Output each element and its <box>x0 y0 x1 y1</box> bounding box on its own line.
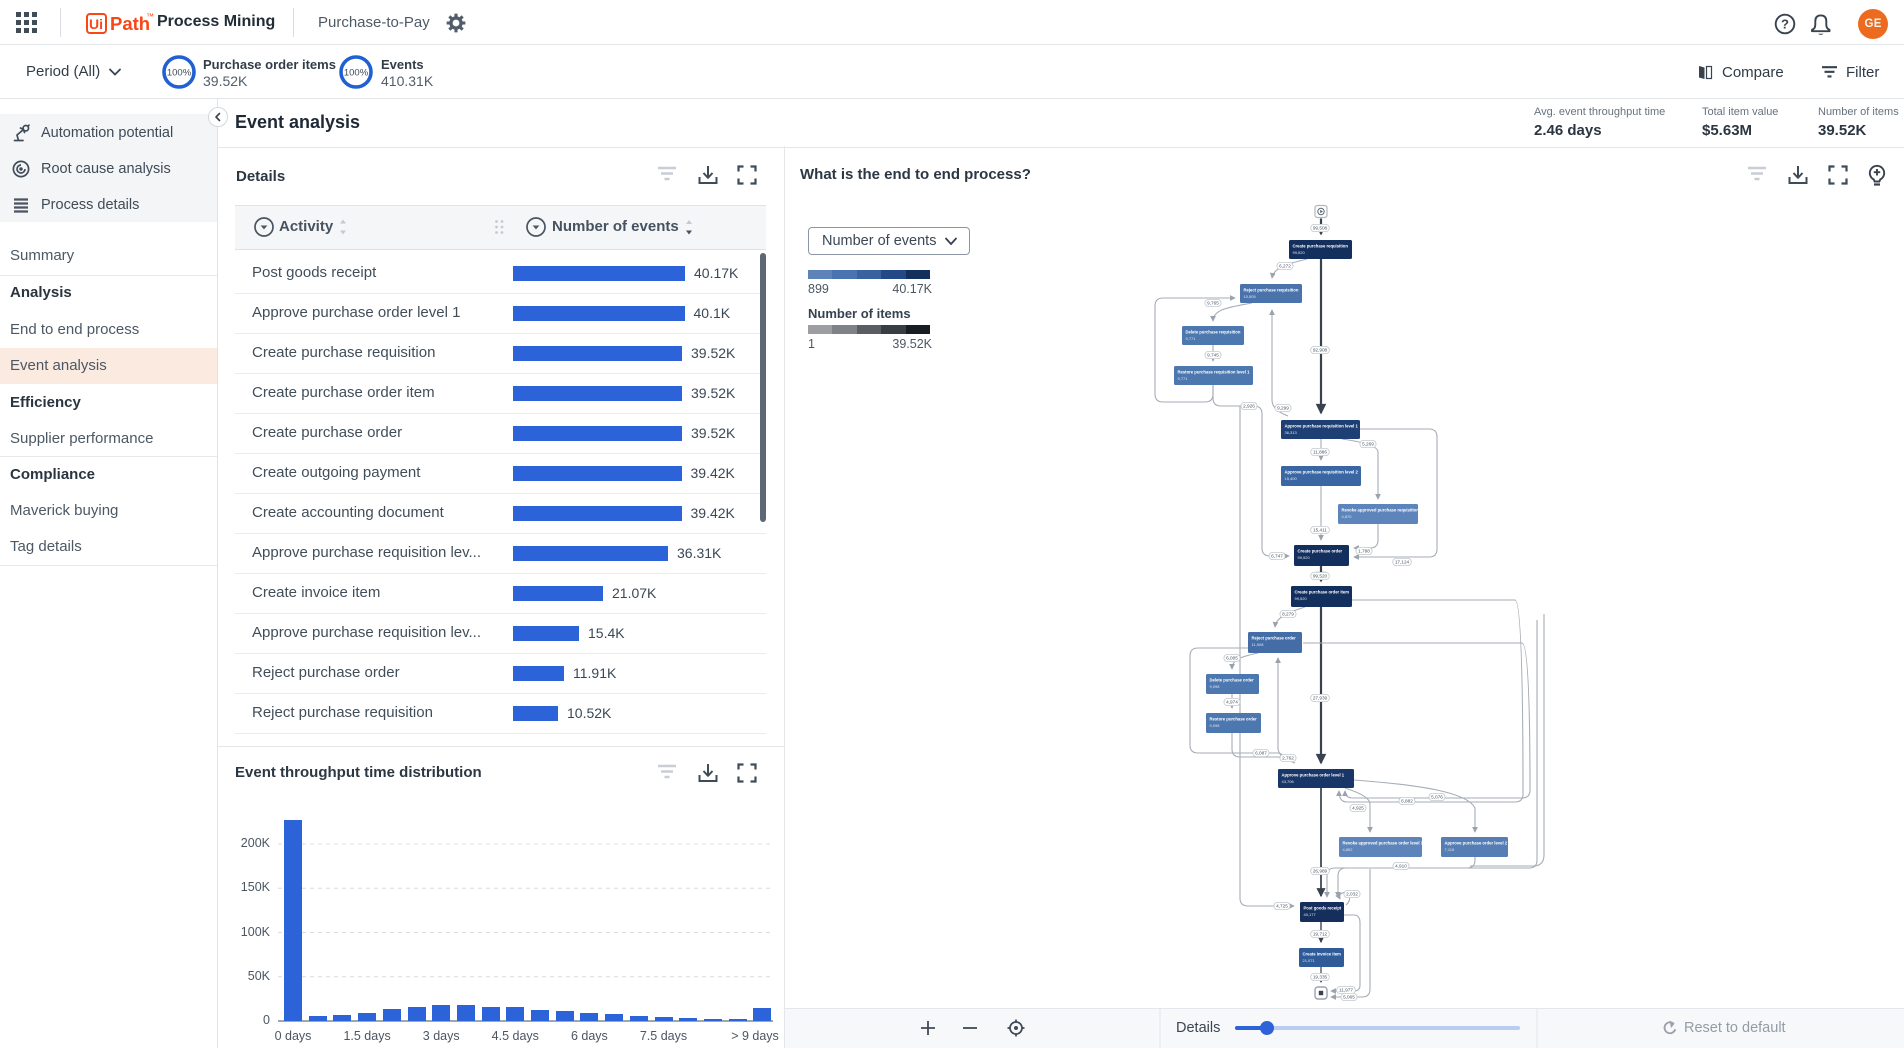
svg-text:9,098: 9,098 <box>1210 723 1221 728</box>
svg-text:99,520: 99,520 <box>1298 555 1311 560</box>
svg-text:26,989: 26,989 <box>1313 869 1328 874</box>
svg-text:8,279: 8,279 <box>1282 612 1294 617</box>
svg-text:19,712: 19,712 <box>1313 932 1328 937</box>
svg-text:Delete purchase order: Delete purchase order <box>1210 678 1255 683</box>
svg-text:6,087: 6,087 <box>1255 751 1267 756</box>
svg-text:6,272: 6,272 <box>1279 264 1291 269</box>
svg-text:6,882: 6,882 <box>1401 799 1413 804</box>
svg-text:Restore purchase requisition l: Restore purchase requisition level 1 <box>1178 370 1251 375</box>
svg-text:2,032: 2,032 <box>1346 892 1358 897</box>
svg-text:6,747: 6,747 <box>1271 554 1283 559</box>
svg-text:92,908: 92,908 <box>1313 348 1328 353</box>
svg-text:99,520: 99,520 <box>1293 250 1306 255</box>
svg-text:Create purchase requisition: Create purchase requisition <box>1293 244 1349 249</box>
svg-text:5,065: 5,065 <box>1343 995 1355 1000</box>
svg-text:4,725: 4,725 <box>1276 904 1288 909</box>
svg-text:Revoke approved purchase order: Revoke approved purchase order level 1 <box>1343 841 1424 846</box>
svg-text:4,974: 4,974 <box>1226 700 1238 705</box>
svg-text:2,926: 2,926 <box>1243 404 1255 409</box>
svg-text:Restore purchase order: Restore purchase order <box>1210 717 1258 722</box>
svg-text:11,977: 11,977 <box>1339 988 1353 993</box>
svg-text:100%: 100% <box>167 68 192 79</box>
svg-text:1,788: 1,788 <box>1358 549 1370 554</box>
svg-text:9,771: 9,771 <box>1178 376 1189 381</box>
svg-text:9,765: 9,765 <box>1207 301 1219 306</box>
svg-text:Reject purchase requisition: Reject purchase requisition <box>1244 288 1299 293</box>
svg-text:9,771: 9,771 <box>1186 336 1197 341</box>
svg-text:Create purchase order item: Create purchase order item <box>1295 590 1350 595</box>
svg-text:11,908: 11,908 <box>1252 642 1265 647</box>
svg-text:Revoke approved purchase requi: Revoke approved purchase requisition <box>1342 508 1420 513</box>
svg-text:Reject purchase order: Reject purchase order <box>1252 636 1297 641</box>
svg-text:4,852: 4,852 <box>1343 847 1354 852</box>
svg-text:Post goods receipt: Post goods receipt <box>1304 906 1342 911</box>
svg-text:Delete purchase requisition: Delete purchase requisition <box>1186 330 1241 335</box>
svg-text:9,299: 9,299 <box>1277 406 1289 411</box>
svg-text:27,939: 27,939 <box>1313 696 1328 701</box>
svg-text:4,910: 4,910 <box>1395 864 1407 869</box>
svg-text:17,124: 17,124 <box>1395 560 1410 565</box>
svg-text:19,335: 19,335 <box>1313 975 1328 980</box>
svg-text:Approve purchase requisition l: Approve purchase requisition level 1 <box>1285 424 1359 429</box>
svg-text:Approve purchase requisition l: Approve purchase requisition level 2 <box>1285 470 1359 475</box>
svg-text:100%: 100% <box>344 68 369 79</box>
svg-text:40,177: 40,177 <box>1304 912 1317 917</box>
svg-text:5,076: 5,076 <box>1431 795 1443 800</box>
svg-text:15,411: 15,411 <box>1313 528 1327 533</box>
svg-text:Create invoice item: Create invoice item <box>1303 952 1342 957</box>
svg-text:Create purchase order: Create purchase order <box>1298 549 1343 554</box>
svg-text:4,925: 4,925 <box>1352 806 1364 811</box>
svg-text:15,400: 15,400 <box>1285 476 1298 481</box>
svg-text:6,005: 6,005 <box>1226 656 1238 661</box>
svg-text:Approve purchase order level 2: Approve purchase order level 2 <box>1445 841 1508 846</box>
svg-text:5,269: 5,269 <box>1362 442 1374 447</box>
svg-text:Approve purchase order level 1: Approve purchase order level 1 <box>1282 773 1345 778</box>
svg-text:9,098: 9,098 <box>1210 684 1221 689</box>
svg-text:4,870: 4,870 <box>1342 514 1353 519</box>
svg-text:99,508: 99,508 <box>1313 226 1328 231</box>
svg-text:2,762: 2,762 <box>1282 756 1294 761</box>
svg-text:?: ? <box>1781 17 1789 32</box>
svg-text:7,116: 7,116 <box>1445 847 1455 852</box>
svg-text:99,520: 99,520 <box>1295 596 1308 601</box>
svg-text:9,745: 9,745 <box>1207 353 1219 358</box>
svg-text:10,505: 10,505 <box>1244 294 1257 299</box>
svg-text:11,886: 11,886 <box>1313 450 1327 455</box>
svg-text:21,071: 21,071 <box>1303 958 1316 963</box>
svg-text:43,706: 43,706 <box>1282 779 1295 784</box>
svg-text:36,313: 36,313 <box>1285 430 1298 435</box>
svg-text:99,520: 99,520 <box>1313 574 1328 579</box>
